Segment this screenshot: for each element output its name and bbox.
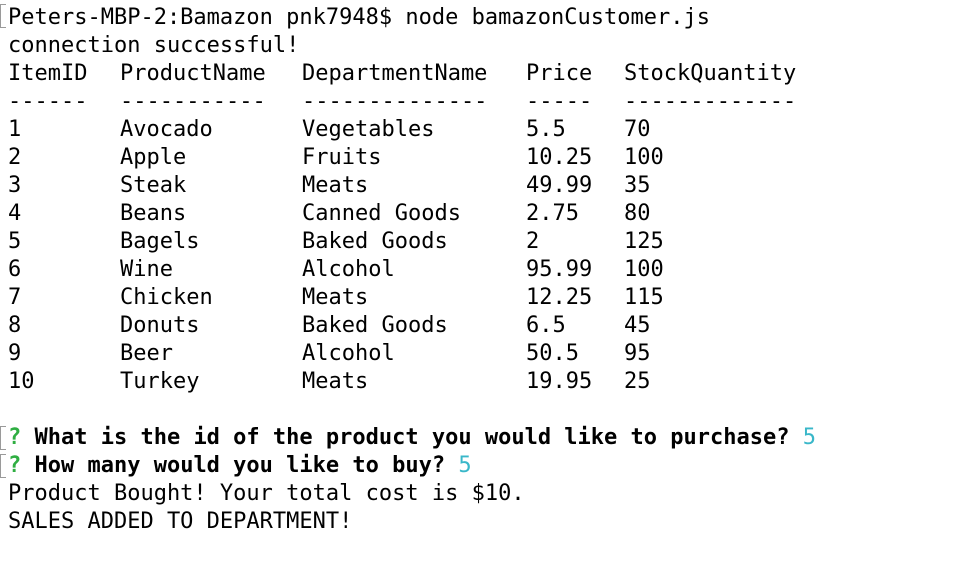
cell-department-name: Fruits (302, 145, 382, 170)
cell-department-name: Vegetables (302, 117, 435, 142)
header-product-name: ProductName (120, 61, 266, 86)
cell-item-id: 6 (8, 257, 22, 282)
cell-price: 12.25 (526, 285, 593, 310)
table-header-row: ItemID ProductName DepartmentName Price … (8, 60, 908, 88)
cell-stock-quantity: 125 (624, 229, 664, 254)
table-row: 6 Wine Alcohol 95.99 100 (8, 256, 908, 284)
cell-item-id: 4 (8, 201, 22, 226)
cell-product-name: Avocado (120, 117, 213, 142)
cell-product-name: Beans (120, 201, 187, 226)
cell-product-name: Donuts (120, 313, 200, 338)
cell-price: 2 (526, 229, 540, 254)
table-separator-row: ------ ----------- -------------- ----- … (8, 88, 908, 116)
cell-stock-quantity: 35 (624, 173, 651, 198)
cell-stock-quantity: 115 (624, 285, 664, 310)
cell-department-name: Alcohol (302, 341, 395, 366)
cell-item-id: 2 (8, 145, 22, 170)
cell-department-name: Baked Goods (302, 313, 448, 338)
cell-item-id: 3 (8, 173, 22, 198)
question-text: What is the id of the product you would … (34, 425, 790, 450)
cell-price: 6.5 (526, 313, 566, 338)
cell-stock-quantity: 100 (624, 257, 664, 282)
table-row: 10 Turkey Meats 19.95 25 (8, 368, 908, 396)
separator-item-id: ------ (8, 89, 88, 114)
cell-stock-quantity: 25 (624, 369, 651, 394)
cell-stock-quantity: 100 (624, 145, 664, 170)
cell-item-id: 7 (8, 285, 22, 310)
header-department-name: DepartmentName (302, 61, 488, 86)
cell-product-name: Bagels (120, 229, 200, 254)
cell-price: 10.25 (526, 145, 593, 170)
cell-item-id: 10 (8, 369, 35, 394)
cell-department-name: Meats (302, 369, 369, 394)
prompt-marker (0, 454, 6, 478)
cell-item-id: 9 (8, 341, 22, 366)
cell-stock-quantity: 80 (624, 201, 651, 226)
question-quantity: ? How many would you like to buy? 5 (8, 452, 472, 480)
separator-stock-quantity: ------------- (624, 89, 797, 114)
cell-product-name: Chicken (120, 285, 213, 310)
cell-department-name: Meats (302, 173, 369, 198)
table-row: 1 Avocado Vegetables 5.5 70 (8, 116, 908, 144)
cell-price: 95.99 (526, 257, 593, 282)
question-mark: ? (8, 453, 22, 478)
table-row: 8 Donuts Baked Goods 6.5 45 (8, 312, 908, 340)
question-mark: ? (8, 425, 22, 450)
answer-value: 5 (458, 453, 472, 478)
cell-price: 2.75 (526, 201, 579, 226)
table-row: 2 Apple Fruits 10.25 100 (8, 144, 908, 172)
cell-stock-quantity: 95 (624, 341, 651, 366)
prompt-marker (0, 426, 6, 450)
cell-price: 5.5 (526, 117, 566, 142)
separator-product-name: ----------- (120, 89, 266, 114)
answer-value: 5 (802, 425, 816, 450)
cell-product-name: Steak (120, 173, 187, 198)
cell-department-name: Canned Goods (302, 201, 461, 226)
header-price: Price (526, 61, 593, 86)
connection-message: connection successful! (8, 33, 300, 58)
prompt-marker (0, 4, 6, 28)
question-purchase-id: ? What is the id of the product you woul… (8, 424, 816, 452)
cell-stock-quantity: 45 (624, 313, 651, 338)
separator-price: ----- (526, 89, 593, 114)
table-row: 3 Steak Meats 49.99 35 (8, 172, 908, 200)
cell-department-name: Alcohol (302, 257, 395, 282)
table-row: 5 Bagels Baked Goods 2 125 (8, 228, 908, 256)
cell-department-name: Meats (302, 285, 369, 310)
cell-department-name: Baked Goods (302, 229, 448, 254)
table-row: 9 Beer Alcohol 50.5 95 (8, 340, 908, 368)
cell-price: 49.99 (526, 173, 593, 198)
cell-price: 50.5 (526, 341, 579, 366)
command-prompt-line: Peters-MBP-2:Bamazon pnk7948$ node bamaz… (8, 5, 710, 30)
separator-department-name: -------------- (302, 89, 488, 114)
cell-price: 19.95 (526, 369, 593, 394)
question-text: How many would you like to buy? (34, 453, 446, 478)
header-item-id: ItemID (8, 61, 88, 86)
cell-product-name: Wine (120, 257, 173, 282)
cell-stock-quantity: 70 (624, 117, 651, 142)
header-stock-quantity: StockQuantity (624, 61, 797, 86)
cell-product-name: Beer (120, 341, 173, 366)
table-row: 7 Chicken Meats 12.25 115 (8, 284, 908, 312)
cell-product-name: Apple (120, 145, 187, 170)
cell-item-id: 8 (8, 313, 22, 338)
cell-item-id: 5 (8, 229, 22, 254)
cell-product-name: Turkey (120, 369, 200, 394)
purchase-result-message: Product Bought! Your total cost is $10. (8, 481, 525, 506)
sales-added-message: SALES ADDED TO DEPARTMENT! (8, 509, 353, 534)
cell-item-id: 1 (8, 117, 22, 142)
table-row: 4 Beans Canned Goods 2.75 80 (8, 200, 908, 228)
